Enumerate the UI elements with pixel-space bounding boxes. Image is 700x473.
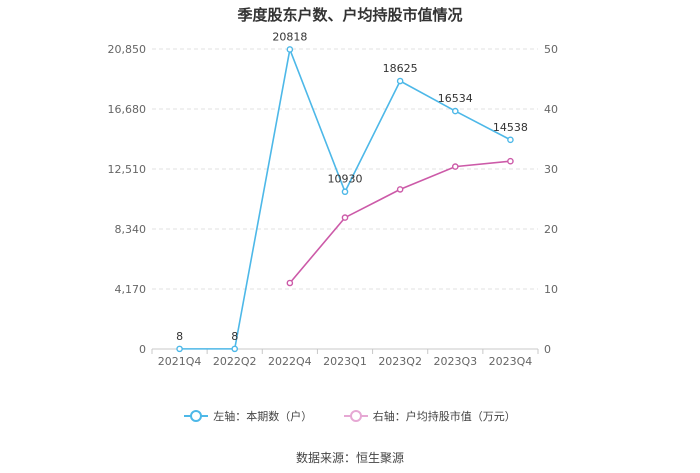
data-label: 14538 <box>493 121 528 134</box>
data-label: 16534 <box>438 92 473 105</box>
y-left-tick-label: 0 <box>139 343 146 356</box>
y-left-tick-label: 12,510 <box>108 163 147 176</box>
series-line-1 <box>289 160 511 284</box>
data-label: 10930 <box>328 173 363 186</box>
data-point <box>286 279 294 287</box>
y-left-tick-label: 4,170 <box>115 283 147 296</box>
series-points <box>176 46 514 353</box>
data-label: 8 <box>231 330 238 343</box>
data-label: 18625 <box>383 62 418 75</box>
legend: 左轴：本期数（户） 右轴：户均持股市值（万元） <box>0 408 700 425</box>
y-right-tick-label: 0 <box>544 343 551 356</box>
grid-lines <box>152 48 538 290</box>
legend-label: 左轴：本期数（户） <box>213 410 313 423</box>
axes: 0 0 4,170 10 8,340 20 12,510 30 16,680 40 20,850 50… <box>108 43 559 368</box>
y-right-tick-label: 40 <box>544 103 558 116</box>
x-tick-label: 2021Q4 <box>158 355 202 368</box>
x-tick-label: 2023Q2 <box>378 355 422 368</box>
x-tick-label: 2023Q3 <box>433 355 477 368</box>
data-source: 数据来源：恒生聚源 <box>295 451 404 465</box>
data-point <box>396 186 404 193</box>
data-point <box>231 345 239 353</box>
data-point <box>507 136 514 144</box>
data-point <box>176 345 183 353</box>
legend-line-marker-icon <box>343 410 368 422</box>
x-tick-label: 2022Q2 <box>213 355 257 368</box>
x-tick-label: 2022Q4 <box>268 355 312 368</box>
data-label: 20818 <box>272 30 307 43</box>
y-right-tick-label: 20 <box>544 223 558 236</box>
legend-item-left[interactable]: 左轴：本期数（户） <box>184 408 312 424</box>
chart-canvas: 0 0 4,170 10 8,340 20 12,510 30 16,680 40 20,850 50… <box>108 30 559 368</box>
legend-label: 右轴：户均持股市值（万元） <box>372 410 516 423</box>
data-point <box>451 107 459 115</box>
legend-line-marker-icon <box>184 410 209 422</box>
y-left-tick-label: 20,850 <box>108 43 147 56</box>
y-left-tick-label: 8,340 <box>115 223 147 236</box>
chart-title: 季度股东户数、户均持股市值情况 <box>237 6 463 24</box>
y-right-tick-label: 30 <box>544 163 558 176</box>
data-point <box>341 188 349 196</box>
data-point <box>451 163 459 170</box>
data-point <box>286 46 294 53</box>
data-label: 8 <box>176 330 183 343</box>
data-labels: 8 8 20818 10930 18625 16534 14538 <box>176 30 528 342</box>
x-tick-label: 2023Q1 <box>323 355 367 368</box>
legend-item-right[interactable]: 右轴：户均持股市值（万元） <box>343 408 516 424</box>
data-point <box>396 77 404 85</box>
y-right-tick-label: 10 <box>544 283 558 296</box>
y-left-tick-label: 16,680 <box>108 103 147 116</box>
data-point <box>341 214 349 221</box>
data-point <box>507 157 514 165</box>
x-tick-label: 2023Q4 <box>489 355 533 368</box>
y-right-tick-label: 50 <box>544 43 558 56</box>
